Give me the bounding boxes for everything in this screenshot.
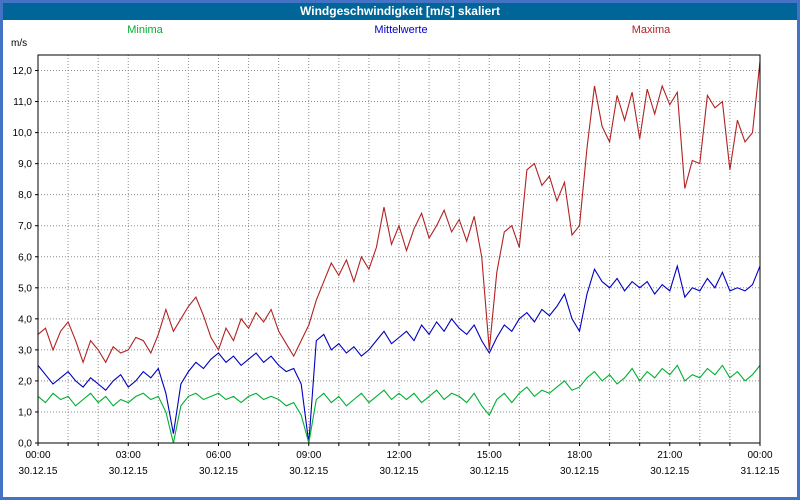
x-axis-date-label: 30.12.15 <box>109 466 148 477</box>
x-axis-date-label: 30.12.15 <box>560 466 599 477</box>
x-axis-date-label: 30.12.15 <box>470 466 509 477</box>
y-axis-label: 8,0 <box>18 190 32 201</box>
series-line-minima <box>37 364 761 444</box>
chart-svg: 00:00 30.12.15 03:00 30.12.15 06:00 30.12.15 0… <box>13 54 780 477</box>
x-axis-time-label: 12:00 <box>386 450 411 461</box>
y-axis-label: 0,0 <box>18 439 32 450</box>
plot-border <box>37 54 761 444</box>
legend: Minima Mittelwerte Maxima <box>3 24 797 38</box>
y-axis-label: 5,0 <box>18 283 32 294</box>
y-axis-label: 4,0 <box>18 314 32 325</box>
legend-item-minima: Minima <box>127 24 163 36</box>
x-axis-time-label: 00:00 <box>25 450 50 461</box>
x-axis-date-label: 30.12.15 <box>199 466 238 477</box>
x-axis-time-label: 09:00 <box>296 450 321 461</box>
title-bar: Windgeschwindigkeit [m/s] skaliert <box>3 3 797 20</box>
x-axis-time-label: 00:00 <box>747 450 772 461</box>
x-axis-date-label: 31.12.15 <box>741 466 780 477</box>
y-axis-label: 10,0 <box>13 128 33 139</box>
y-axis-label: 11,0 <box>13 97 32 108</box>
x-axis-time-label: 03:00 <box>116 450 141 461</box>
y-axis-label: 3,0 <box>18 345 32 356</box>
x-axis-date-label: 30.12.15 <box>289 466 328 477</box>
legend-item-maxima: Maxima <box>631 24 671 36</box>
x-axis-time-label: 15:00 <box>477 450 502 461</box>
y-axis-label: 1,0 <box>18 407 32 418</box>
y-axis-label: 6,0 <box>18 252 32 263</box>
y-axis-label: 7,0 <box>18 221 32 232</box>
y-axis-label: 12,0 <box>13 66 33 77</box>
x-axis-time-label: 21:00 <box>657 450 682 461</box>
legend-item-mittelwerte: Mittelwerte <box>374 24 428 36</box>
y-axis-label: 2,0 <box>18 376 32 387</box>
x-axis-time-label: 18:00 <box>567 450 592 461</box>
y-axis-label: 9,0 <box>18 159 32 170</box>
plot-background <box>38 55 760 443</box>
series-line-maxima <box>37 61 761 364</box>
y-axis-unit-label: m/s <box>11 38 28 49</box>
series-line-mittelwerte <box>37 264 761 444</box>
window-title: Windgeschwindigkeit [m/s] skaliert <box>300 4 500 18</box>
x-axis-date-label: 30.12.15 <box>650 466 689 477</box>
x-axis-time-label: 06:00 <box>206 450 231 461</box>
x-axis-date-label: 30.12.15 <box>19 466 58 477</box>
x-axis-date-label: 30.12.15 <box>380 466 419 477</box>
